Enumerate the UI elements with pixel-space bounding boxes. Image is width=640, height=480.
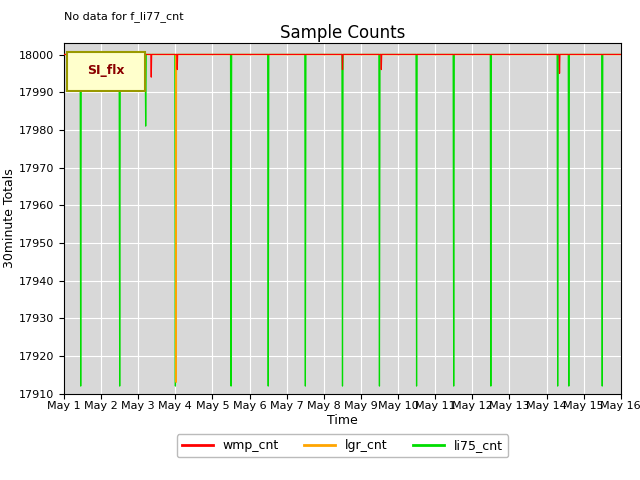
Title: Sample Counts: Sample Counts — [280, 24, 405, 42]
X-axis label: Time: Time — [327, 414, 358, 427]
Text: SI_flx: SI_flx — [87, 64, 125, 77]
Text: No data for f_li77_cnt: No data for f_li77_cnt — [64, 11, 184, 22]
Legend: wmp_cnt, lgr_cnt, li75_cnt: wmp_cnt, lgr_cnt, li75_cnt — [177, 434, 508, 457]
FancyBboxPatch shape — [67, 52, 145, 91]
Y-axis label: 30minute Totals: 30minute Totals — [3, 168, 16, 268]
